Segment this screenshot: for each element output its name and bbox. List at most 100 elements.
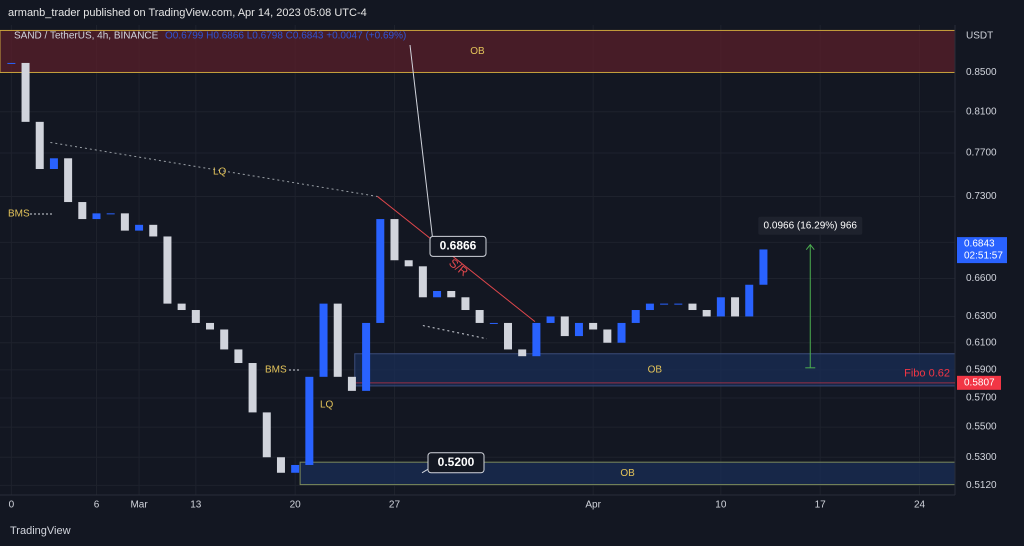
last-price-box: [957, 237, 1007, 264]
symbol: SAND / TetherUS, 4h, BINANCE: [14, 31, 159, 42]
candle: [49, 158, 58, 170]
candle: [433, 290, 442, 298]
countdown: 02:51:57: [964, 251, 1003, 262]
y-tick-label: 0.5700: [966, 393, 997, 404]
ohlc: O0.6799 H0.6866 L0.6798 C0.6843 +0.0047 …: [165, 31, 406, 42]
measure-box: [758, 216, 863, 235]
candle: [518, 349, 527, 357]
y-tick-label: 0.5900: [966, 365, 997, 376]
candle: [333, 303, 342, 377]
candle: [35, 121, 44, 170]
candle: [305, 376, 314, 465]
y-tick-label: 0.5300: [966, 452, 997, 463]
candle: [574, 322, 583, 337]
lq-label: LQ: [213, 167, 227, 178]
candle: [234, 349, 243, 364]
candle: [177, 303, 186, 311]
candle: [21, 62, 30, 122]
candle: [362, 322, 371, 391]
candle: [688, 303, 697, 311]
candle: [674, 303, 683, 305]
candle: [546, 316, 555, 323]
candle: [135, 224, 144, 231]
candle: [759, 249, 768, 285]
bms-label: BMS: [8, 209, 30, 220]
candle: [64, 158, 73, 203]
callout-label: 0.6866: [440, 239, 477, 253]
publisher: armanb_trader published on TradingView.c…: [8, 7, 367, 19]
candle: [347, 376, 356, 391]
order-block-label: OB: [648, 364, 663, 375]
candle: [504, 322, 513, 350]
y-tick-label: 0.6300: [966, 311, 997, 322]
x-tick-label: 24: [914, 500, 926, 511]
plot: [0, 25, 956, 495]
x-tick-label: Mar: [130, 500, 148, 511]
candle: [206, 322, 215, 330]
x-tick-label: 13: [190, 500, 202, 511]
x-tick-label: 20: [290, 500, 302, 511]
callout-pointer: [409, 44, 435, 251]
candle: [731, 297, 740, 317]
fibo-label: Fibo 0.62: [904, 368, 950, 380]
candle: [191, 310, 200, 323]
candle: [149, 224, 158, 237]
x-tick-label: 17: [815, 500, 827, 511]
candle: [404, 260, 413, 267]
candle: [376, 219, 385, 323]
fibo-price-box: [957, 375, 1001, 390]
y-tick-label: 0.6600: [966, 273, 997, 284]
candle: [248, 363, 257, 413]
candle: [92, 213, 101, 220]
candle: [589, 322, 598, 330]
order-block-label: OB: [470, 46, 485, 57]
candle: [163, 236, 172, 304]
candle: [702, 310, 711, 317]
order-block: [0, 29, 956, 73]
y-tick-label: 0.5120: [966, 480, 997, 491]
callout-label: 0.5200: [438, 455, 475, 469]
measure-arrow: [805, 243, 815, 251]
fibo-price: 0.5807: [964, 377, 995, 388]
candle: [631, 310, 640, 323]
candle: [120, 213, 129, 231]
candle: [716, 297, 725, 317]
y-tick-label: 0.7300: [966, 191, 997, 202]
trend-line: [377, 196, 536, 323]
candle: [532, 322, 541, 357]
lq-label: LQ: [320, 400, 334, 411]
y-tick-label: 0.8100: [966, 106, 997, 117]
candle: [560, 316, 569, 337]
trend-line: [50, 141, 378, 197]
candle: [603, 329, 612, 343]
candle: [7, 62, 16, 64]
candle: [461, 297, 470, 311]
candle: [660, 303, 669, 305]
x-tick-label: Apr: [585, 500, 601, 511]
y-tick-label: 0.5500: [966, 422, 997, 433]
candle: [617, 322, 626, 343]
candle: [220, 329, 229, 350]
x-tick-label: 0: [9, 500, 15, 511]
candle: [418, 266, 427, 298]
candle: [78, 202, 87, 220]
measure-label: 0.0966 (16.29%) 966: [764, 220, 858, 231]
candle: [645, 303, 654, 311]
candle: [262, 412, 271, 458]
order-block-label: OB: [620, 468, 635, 479]
bms-label: BMS: [265, 365, 287, 376]
currency: USDT: [966, 31, 993, 42]
candle: [489, 322, 498, 324]
y-tick-label: 0.8500: [966, 67, 997, 78]
candle: [106, 213, 115, 215]
last-price: 0.6843: [964, 239, 995, 250]
candle: [276, 457, 285, 473]
candle: [319, 303, 328, 377]
candle: [390, 219, 399, 261]
y-tick-label: 0.7700: [966, 148, 997, 159]
callout-box: [429, 235, 487, 257]
x-tick-label: 6: [94, 500, 100, 511]
candle: [745, 284, 754, 317]
callout-box: [427, 452, 485, 474]
